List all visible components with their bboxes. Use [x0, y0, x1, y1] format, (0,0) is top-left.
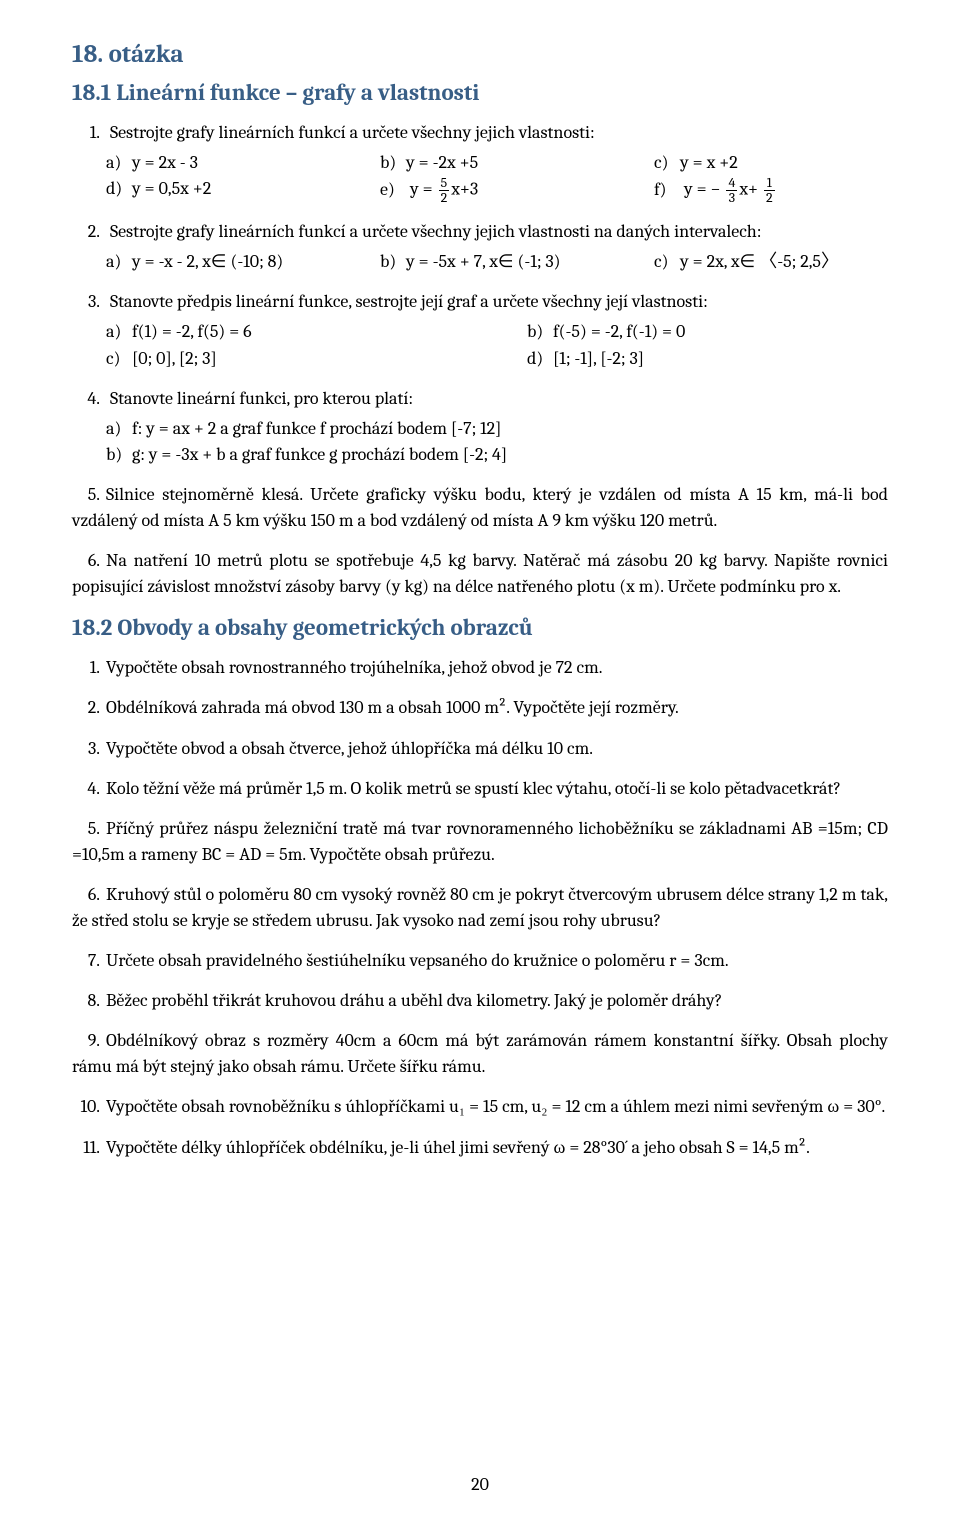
s1-q1-d: y = 0,5x +2 [132, 178, 211, 199]
num-label: 11. [72, 1135, 100, 1161]
s1-q4-b: g: y = -3x + b a graf funkce g prochází … [132, 444, 507, 465]
section2-title: 18.2 Obvody a obsahy geometrických obraz… [72, 614, 888, 641]
s1-q2-c: y = 2x, x∈ 〈-5; 2,5〉 [680, 251, 839, 272]
s1-q1-e-post: x+3 [451, 179, 478, 200]
s1-q1-e-pre: y = [410, 179, 437, 200]
frac-den: 2 [439, 191, 450, 205]
s1-q1-a: y = 2x - 3 [132, 152, 198, 173]
s1-q1-b: y = -2x +5 [406, 152, 478, 173]
s1-q1: 1. Sestrojte grafy lineárních funkcí a u… [72, 120, 888, 205]
s2-q5: 5.Příčný průřez náspu železniční tratě m… [72, 816, 888, 868]
s2-q9-text: Obdélníkový obraz s rozměry 40cm a 60cm … [72, 1030, 888, 1077]
lbl-c: c) [654, 150, 680, 176]
s2-q10: 10. Vypočtěte obsah rovnoběžníku s úhlopř… [72, 1094, 888, 1120]
page-heading: 18. otázka [72, 40, 888, 69]
s1-q5: 5.Silnice stejnoměrně klesá. Určete graf… [72, 482, 888, 534]
s1-q4: 4. Stanovte lineární funkci, pro kterou … [72, 386, 888, 468]
num-label: 7. [72, 948, 100, 974]
lbl-b: b) [527, 319, 553, 345]
s1-q1-c: y = x +2 [680, 152, 738, 173]
section1-title: 18.1 Lineární funkce – grafy a vlastnost… [72, 79, 888, 106]
num-label: 4. [72, 386, 100, 412]
num-label: 6. [72, 882, 100, 908]
s2-q10-text: Vypočtěte obsah rovnoběžníku s úhlopříčk… [106, 1096, 885, 1117]
s1-q3: 3. Stanovte předpis lineární funkce, ses… [72, 289, 888, 371]
s1-q1-f-pre: y = − [684, 179, 725, 200]
lbl-d: d) [527, 346, 553, 372]
lbl-b: b) [106, 442, 132, 468]
s2-q8: 8. Běžec proběhl třikrát kruhovou dráhu a… [72, 988, 888, 1014]
num-label: 10. [72, 1094, 100, 1120]
s1-q4-a: f: y = ax + 2 a graf funkce f prochází b… [132, 418, 501, 439]
s2-q4-text: Kolo těžní věže má průměr 1,5 m. O kolik… [106, 778, 841, 799]
s2-q8-text: Běžec proběhl třikrát kruhovou dráhu a u… [106, 990, 722, 1011]
lbl-d: d) [106, 176, 132, 202]
s2-q4: 4. Kolo těžní věže má průměr 1,5 m. O kol… [72, 776, 888, 802]
s2-q3: 3. Vypočtěte obvod a obsah čtverce, jehož… [72, 736, 888, 762]
s2-q1: 1. Vypočtěte obsah rovnostranného trojúhe… [72, 655, 888, 681]
s2-q1-text: Vypočtěte obsah rovnostranného trojúheln… [106, 657, 602, 678]
num-label: 1. [72, 120, 100, 146]
s1-q3-a: f(1) = -2, f(5) = 6 [132, 321, 252, 342]
s1-q2-a: y = -x - 2, x∈ (-10; 8) [132, 251, 283, 272]
frac-den: 2 [764, 191, 775, 205]
s1-q2: 2. Sestrojte grafy lineárních funkcí a u… [72, 219, 888, 275]
s1-q3-c: [0; 0], [2; 3] [132, 348, 217, 369]
s2-q11: 11. Vypočtěte délky úhlopříček obdélníku,… [72, 1135, 888, 1161]
lbl-a: a) [106, 416, 132, 442]
lbl-b: b) [380, 150, 406, 176]
fraction: 12 [764, 176, 775, 205]
num-label: 2. [72, 219, 100, 245]
s2-q3-text: Vypočtěte obvod a obsah čtverce, jehož ú… [106, 738, 593, 759]
s2-q7-text: Určete obsah pravidelného šestiúhelníku … [106, 950, 729, 971]
s2-q2-text: Obdélníková zahrada má obvod 130 m a obs… [106, 697, 679, 718]
s2-q2: 2. Obdélníková zahrada má obvod 130 m a o… [72, 695, 888, 721]
s1-q3-d: [1; -1], [-2; 3] [553, 348, 644, 369]
num-label: 1. [72, 655, 100, 681]
s2-q6: 6.Kruhový stůl o poloměru 80 cm vysoký r… [72, 882, 888, 934]
s2-q7: 7. Určete obsah pravidelného šestiúhelník… [72, 948, 888, 974]
num-label: 4. [72, 776, 100, 802]
lbl-a: a) [106, 150, 132, 176]
fraction: 43 [726, 176, 737, 205]
s2-q6-text: Kruhový stůl o poloměru 80 cm vysoký rov… [72, 884, 888, 931]
lbl-f: f) [654, 177, 680, 203]
s1-q6: 6.Na natření 10 metrů plotu se spotřebuj… [72, 548, 888, 600]
num-label: 9. [72, 1028, 100, 1054]
lbl-b: b) [380, 249, 406, 275]
lbl-a: a) [106, 249, 132, 275]
s1-q4-intro: Stanovte lineární funkci, pro kterou pla… [110, 388, 413, 409]
fraction: 52 [439, 176, 450, 205]
lbl-c: c) [106, 346, 132, 372]
num-label: 3. [72, 736, 100, 762]
s1-q2-intro: Sestrojte grafy lineárních funkcí a urče… [110, 221, 762, 242]
num-label: 5. [72, 816, 100, 842]
page-number: 20 [0, 1474, 960, 1495]
s2-q5-text: Příčný průřez náspu železniční tratě má … [72, 818, 888, 865]
s1-q2-b: y = -5x + 7, x∈ (-1; 3) [406, 251, 561, 272]
s1-q3-b: f(-5) = -2, f(-1) = 0 [553, 321, 685, 342]
s2-q9: 9.Obdélníkový obraz s rozměry 40cm a 60c… [72, 1028, 888, 1080]
s1-q1-f-mid: x+ [739, 179, 762, 200]
frac-den: 3 [726, 191, 737, 205]
s1-q5-text: Silnice stejnoměrně klesá. Určete grafic… [72, 484, 888, 531]
num-label: 2. [72, 695, 100, 721]
s1-q6-text: Na natření 10 metrů plotu se spotřebuje … [72, 550, 888, 597]
s2-q11-text: Vypočtěte délky úhlopříček obdélníku, je… [106, 1137, 810, 1158]
lbl-a: a) [106, 319, 132, 345]
lbl-e: e) [380, 177, 406, 203]
num-label: 8. [72, 988, 100, 1014]
num-label: 5. [72, 482, 100, 508]
s1-q1-intro: Sestrojte grafy lineárních funkcí a urče… [110, 122, 595, 143]
s1-q3-intro: Stanovte předpis lineární funkce, sestro… [110, 291, 708, 312]
num-label: 3. [72, 289, 100, 315]
num-label: 6. [72, 548, 100, 574]
lbl-c: c) [654, 249, 680, 275]
